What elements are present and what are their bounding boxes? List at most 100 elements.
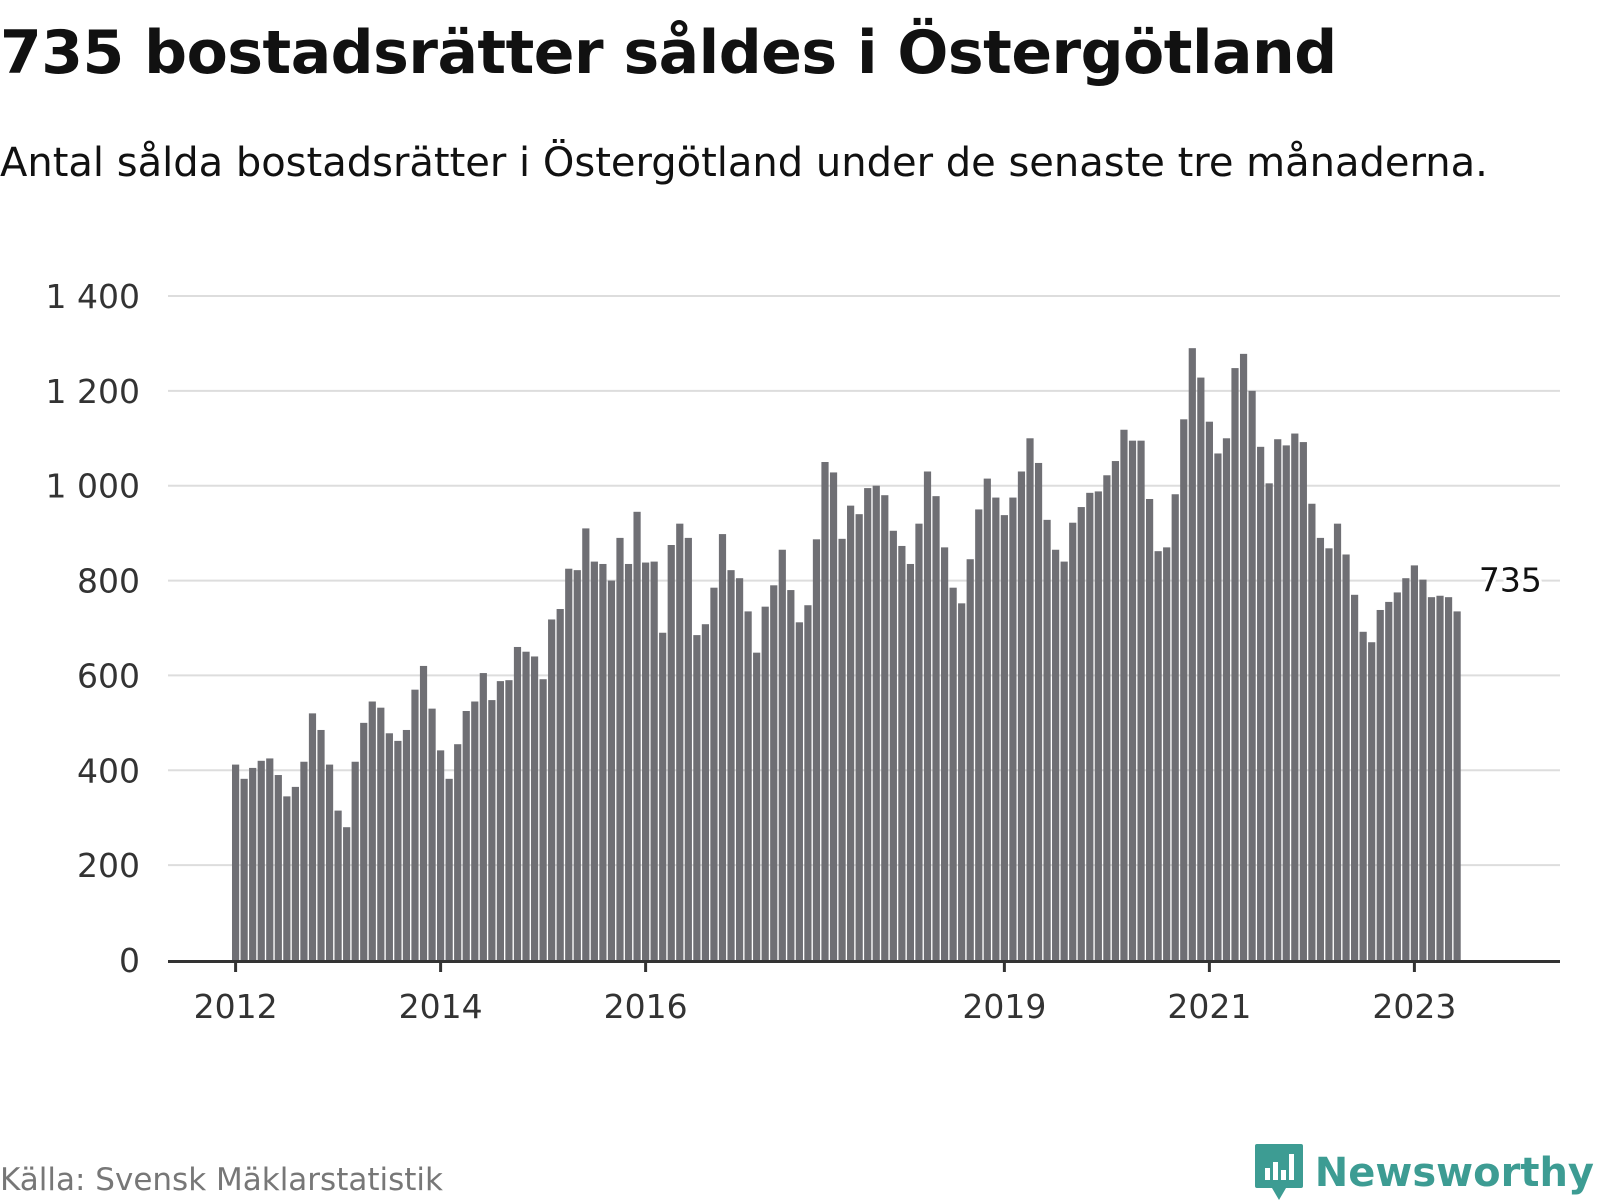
bar xyxy=(266,758,274,960)
bar xyxy=(812,539,821,960)
bar xyxy=(1351,594,1359,960)
bar xyxy=(701,624,710,960)
bar xyxy=(872,485,880,960)
bar xyxy=(1205,421,1213,960)
bar xyxy=(1188,348,1196,960)
bar xyxy=(454,744,462,960)
bar xyxy=(1094,491,1102,960)
bar xyxy=(1086,492,1094,960)
bar xyxy=(915,523,923,960)
bar xyxy=(479,673,487,960)
bar xyxy=(958,603,966,960)
bar xyxy=(940,547,949,960)
bar xyxy=(1436,595,1444,960)
bar xyxy=(556,609,564,960)
bar xyxy=(308,713,317,960)
bar xyxy=(590,561,598,960)
y-tick-label: 200 xyxy=(77,846,140,885)
bar xyxy=(607,580,616,960)
bar xyxy=(795,622,803,960)
bar xyxy=(343,827,351,960)
bar xyxy=(1231,368,1239,961)
bar xyxy=(1325,548,1333,960)
bars xyxy=(232,348,1461,961)
bar xyxy=(975,509,983,960)
bar xyxy=(488,700,496,960)
y-tick-label: 0 xyxy=(119,941,140,980)
bar xyxy=(1410,565,1418,960)
bar xyxy=(437,750,445,960)
bar xyxy=(923,471,932,960)
y-tick-label: 800 xyxy=(77,562,140,601)
y-tick-label: 1 400 xyxy=(46,277,140,316)
x-tick-label: 2016 xyxy=(604,987,688,1026)
bar xyxy=(240,778,248,960)
bar xyxy=(1333,523,1342,960)
bar xyxy=(428,708,436,960)
bar xyxy=(949,587,957,960)
bar xyxy=(727,570,735,960)
bar xyxy=(1171,494,1179,960)
bar xyxy=(616,537,624,960)
bar xyxy=(1308,503,1316,960)
bar xyxy=(1111,461,1120,960)
bar xyxy=(1368,642,1376,960)
bar xyxy=(351,761,359,960)
bar xyxy=(1145,498,1154,960)
bar xyxy=(317,729,325,960)
x-tick-label: 2014 xyxy=(399,987,483,1026)
bar xyxy=(735,578,744,960)
y-tick-label: 600 xyxy=(77,656,140,695)
bar xyxy=(667,545,675,960)
brand[interactable]: Newsworthy xyxy=(1253,1142,1594,1204)
source-note: Källa: Svensk Mäklarstatistik xyxy=(0,1162,443,1198)
bar xyxy=(864,488,872,960)
bar xyxy=(496,681,504,960)
bar xyxy=(1034,462,1043,960)
bar xyxy=(411,689,419,960)
bar xyxy=(676,523,684,960)
bar xyxy=(1453,611,1461,960)
bar xyxy=(693,635,701,960)
bar xyxy=(368,701,376,960)
bar xyxy=(1359,631,1367,960)
bar xyxy=(1180,419,1188,960)
bar xyxy=(1402,578,1410,960)
bar xyxy=(402,729,411,960)
bar xyxy=(855,514,863,960)
bar xyxy=(1214,453,1222,960)
bar xyxy=(1052,549,1060,960)
bar xyxy=(1274,439,1282,961)
bar xyxy=(325,764,334,960)
chart-title: 735 bostadsrätter såldes i Östergötland xyxy=(0,18,1337,88)
bar xyxy=(1265,483,1273,960)
bar xyxy=(1239,353,1248,960)
bar xyxy=(249,767,257,960)
bar xyxy=(445,778,453,960)
x-tick-label: 2019 xyxy=(962,987,1046,1026)
bar xyxy=(778,549,786,960)
bar xyxy=(1120,429,1128,960)
bar xyxy=(291,786,299,960)
bar xyxy=(1376,609,1384,960)
bar xyxy=(983,478,991,960)
x-tick-label: 2012 xyxy=(194,987,278,1026)
bar xyxy=(530,656,539,960)
bar xyxy=(1043,519,1051,960)
bar xyxy=(659,632,667,960)
bar xyxy=(1137,440,1145,960)
bar xyxy=(838,538,846,960)
data-labels: 735 xyxy=(1476,557,1545,602)
bar xyxy=(1444,597,1453,960)
bar xyxy=(710,587,718,960)
highlight-value-label: 735 xyxy=(1479,560,1542,599)
bar xyxy=(1077,507,1085,960)
bar xyxy=(1197,377,1205,961)
bar xyxy=(274,775,282,960)
bar xyxy=(1419,579,1427,960)
bar xyxy=(232,764,240,960)
bar xyxy=(513,646,522,960)
bar xyxy=(1069,522,1077,960)
brand-name: Newsworthy xyxy=(1314,1150,1594,1196)
